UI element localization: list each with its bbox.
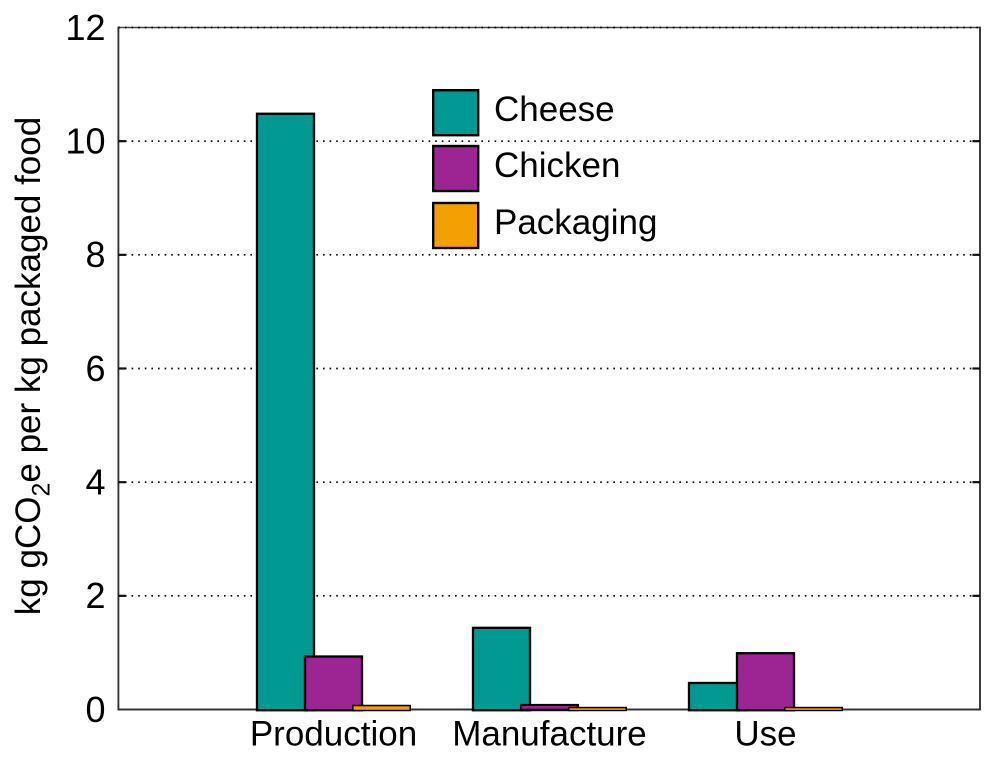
svg-text:8: 8: [85, 234, 105, 275]
svg-text:Cheese: Cheese: [494, 90, 615, 129]
svg-text:6: 6: [85, 348, 105, 389]
svg-text:Chicken: Chicken: [494, 146, 620, 185]
svg-text:Manufacture: Manufacture: [452, 715, 647, 754]
svg-text:Production: Production: [250, 715, 417, 754]
svg-text:10: 10: [65, 121, 105, 162]
svg-text:12: 12: [65, 7, 105, 48]
svg-text:4: 4: [85, 462, 105, 503]
svg-text:kg gCO2e per kg packaged food: kg gCO2e per kg packaged food: [9, 117, 56, 615]
svg-text:2: 2: [85, 575, 105, 616]
svg-text:Use: Use: [734, 715, 796, 754]
svg-text:0: 0: [85, 689, 105, 730]
svg-text:Packaging: Packaging: [494, 203, 657, 242]
